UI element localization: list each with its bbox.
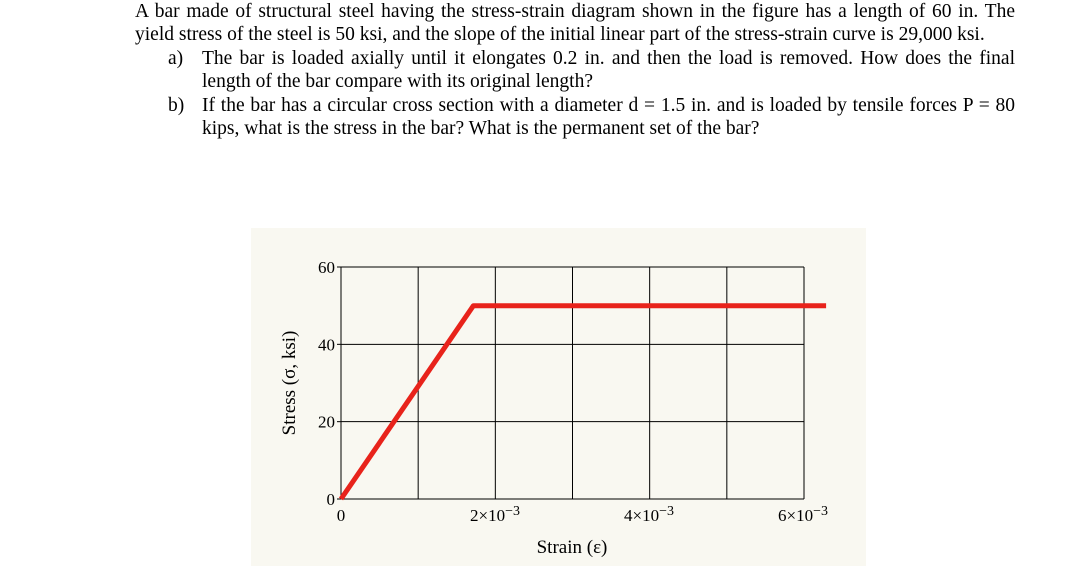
part-b-label: b) [168, 94, 185, 116]
stress-strain-figure: 0 20 40 60 0 2×10−3 4×10−3 6×10−3 Strain (ε) Stre… [251, 228, 866, 566]
problem-parts: a) The bar is loaded axially until it el… [135, 47, 1015, 141]
y-tick-label: 20 [318, 413, 335, 432]
y-axis-title: Stress (σ, ksi) [279, 331, 300, 436]
problem-statement: A bar made of structural steel having th… [135, 0, 1015, 140]
stress-strain-chart: 0 20 40 60 0 2×10−3 4×10−3 6×10−3 Strain (ε) Stre… [279, 258, 828, 558]
x-axis-title: Strain (ε) [537, 537, 608, 558]
part-b-text: If the bar has a circular cross section … [202, 94, 1015, 140]
x-tick-label: 4×10−3 [624, 504, 674, 525]
stress-strain-curve [338, 303, 827, 501]
y-tick-label: 60 [318, 258, 335, 277]
x-tick-label: 0 [337, 506, 346, 525]
x-tick-label: 2×10−3 [470, 504, 520, 525]
y-tick-label: 0 [327, 490, 336, 509]
part-a-text: The bar is loaded axially until it elong… [202, 47, 1015, 93]
problem-part-a: a) The bar is loaded axially until it el… [135, 47, 1015, 94]
x-tick-label: 6×10−3 [778, 504, 828, 525]
problem-intro: A bar made of structural steel having th… [135, 1, 1015, 46]
y-tick-label: 40 [318, 335, 335, 354]
part-a-label: a) [168, 47, 184, 69]
problem-part-b: b) If the bar has a circular cross secti… [135, 94, 1015, 141]
